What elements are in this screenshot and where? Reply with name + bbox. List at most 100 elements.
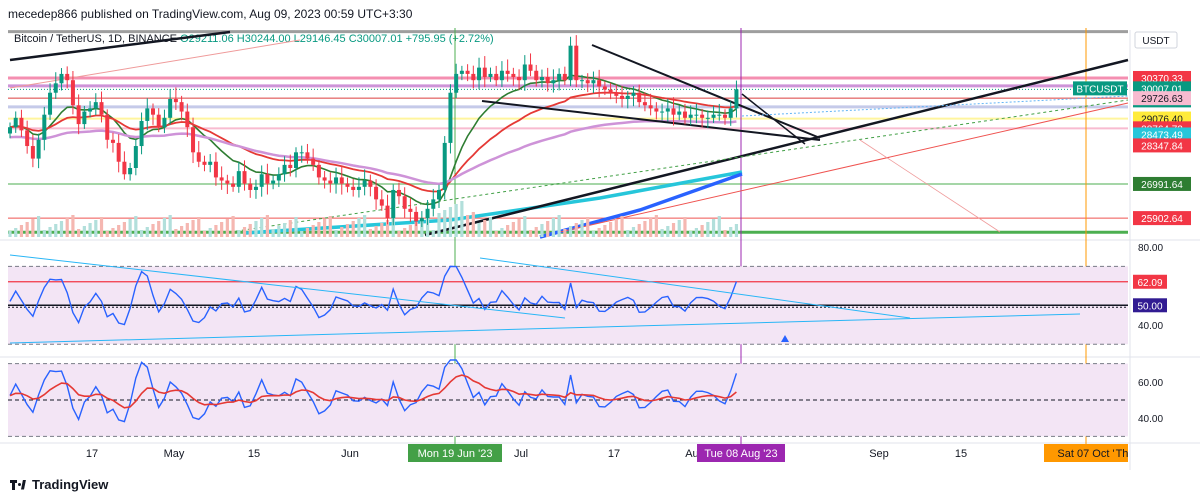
- candle-body: [76, 105, 81, 125]
- candle-body: [717, 114, 722, 116]
- trendline: [424, 58, 1129, 237]
- alert-triangle-icon: [781, 335, 789, 342]
- candle-body: [534, 70, 539, 81]
- rsi-trendline: [479, 257, 911, 319]
- ema-green-line: [9, 74, 737, 206]
- candle-body: [156, 114, 161, 128]
- candle-body: [597, 80, 602, 87]
- volume-bar: [586, 217, 590, 237]
- volume-bar: [282, 223, 287, 237]
- volume-bar: [65, 218, 69, 237]
- trendline: [9, 30, 231, 62]
- osc-axis-label: 40.00: [1138, 414, 1163, 425]
- candle-body: [173, 99, 178, 103]
- candle-body: [431, 199, 436, 209]
- volume-bar: [511, 222, 515, 237]
- candle-body: [723, 114, 727, 118]
- candle-body: [356, 186, 361, 190]
- tradingview-brand-text: TradingView: [32, 477, 109, 492]
- candle-body: [728, 108, 733, 118]
- trendline: [481, 100, 821, 141]
- candle-body: [13, 117, 18, 128]
- volume-bar: [265, 215, 269, 237]
- volume-bar: [563, 229, 567, 237]
- volume-bar: [42, 230, 46, 237]
- date-badge: [408, 444, 502, 462]
- volume-bar: [111, 228, 115, 237]
- volume-bar: [363, 215, 367, 237]
- time-axis-label: Sep: [869, 448, 889, 460]
- volume-bar: [414, 222, 418, 237]
- price-label-badge: [1133, 138, 1191, 153]
- volume-bar: [671, 223, 676, 237]
- candle-body: [328, 180, 333, 184]
- volume-bar: [494, 231, 498, 237]
- date-badge: [1044, 444, 1128, 462]
- trendline: [559, 102, 1129, 233]
- volume-bar: [220, 222, 224, 237]
- tradingview-logo[interactable]: TradingView: [10, 477, 108, 492]
- price-label-text: 26991.64: [1141, 180, 1183, 191]
- volume-bar: [168, 215, 172, 237]
- time-axis-label: Jun: [341, 448, 359, 460]
- volume-bar: [683, 217, 687, 237]
- candle-body: [345, 183, 350, 187]
- candle-body: [122, 161, 127, 175]
- volume-bar: [591, 231, 596, 237]
- volume-bar: [723, 230, 727, 237]
- volume-bar: [328, 216, 332, 237]
- trendline: [859, 139, 1001, 233]
- candle-body: [385, 205, 390, 219]
- candle-body: [236, 171, 241, 187]
- candle-body: [700, 114, 705, 118]
- candle-body: [196, 152, 201, 162]
- price-label-badge: [1133, 176, 1191, 191]
- candle-body: [585, 80, 590, 84]
- volume-bar: [551, 218, 555, 237]
- volume-bar: [431, 230, 435, 237]
- volume-bar: [454, 204, 458, 237]
- candle-body: [528, 64, 533, 71]
- candle-body: [402, 196, 407, 209]
- candle-body: [70, 80, 75, 106]
- price-label-text: 28347.84: [1141, 141, 1183, 152]
- volume-bar: [334, 230, 338, 237]
- volume-bar: [637, 224, 641, 237]
- volume-bar: [666, 226, 670, 237]
- candle-body: [316, 164, 321, 178]
- volume-bar: [180, 226, 184, 237]
- candle-body: [202, 161, 207, 165]
- volume-bar: [603, 225, 607, 237]
- volume-bar: [99, 217, 104, 237]
- candle-body: [705, 117, 710, 119]
- candle-body: [276, 174, 281, 181]
- time-axis-label: 15: [955, 448, 967, 460]
- candle-body: [145, 108, 150, 121]
- candle-body: [219, 177, 224, 181]
- volume-bar: [122, 222, 126, 237]
- candle-body: [608, 89, 613, 93]
- symbol-title[interactable]: Bitcoin / TetherUS, 1D, BINANCE: [14, 33, 178, 45]
- volume-bar: [345, 224, 350, 237]
- candle-body: [368, 180, 373, 187]
- candle-body: [93, 102, 98, 109]
- volume-bar: [643, 221, 647, 237]
- candle-body: [408, 208, 413, 212]
- volume-bar: [466, 215, 470, 237]
- close-value: C30007.01: [348, 33, 403, 45]
- rsi-trendline: [9, 254, 566, 319]
- volume-bar: [174, 229, 178, 237]
- volume-bar: [368, 229, 372, 237]
- volume-bar: [609, 222, 613, 237]
- volume-bar: [660, 229, 664, 237]
- candle-body: [362, 180, 367, 187]
- volume-bar: [225, 219, 229, 237]
- volume-bar: [448, 207, 453, 237]
- volume-bar: [59, 221, 64, 237]
- volume-bar: [528, 230, 533, 237]
- volume-bar: [305, 228, 310, 237]
- volume-bar: [483, 220, 487, 237]
- volume-bar: [185, 223, 189, 237]
- candle-body: [539, 77, 544, 81]
